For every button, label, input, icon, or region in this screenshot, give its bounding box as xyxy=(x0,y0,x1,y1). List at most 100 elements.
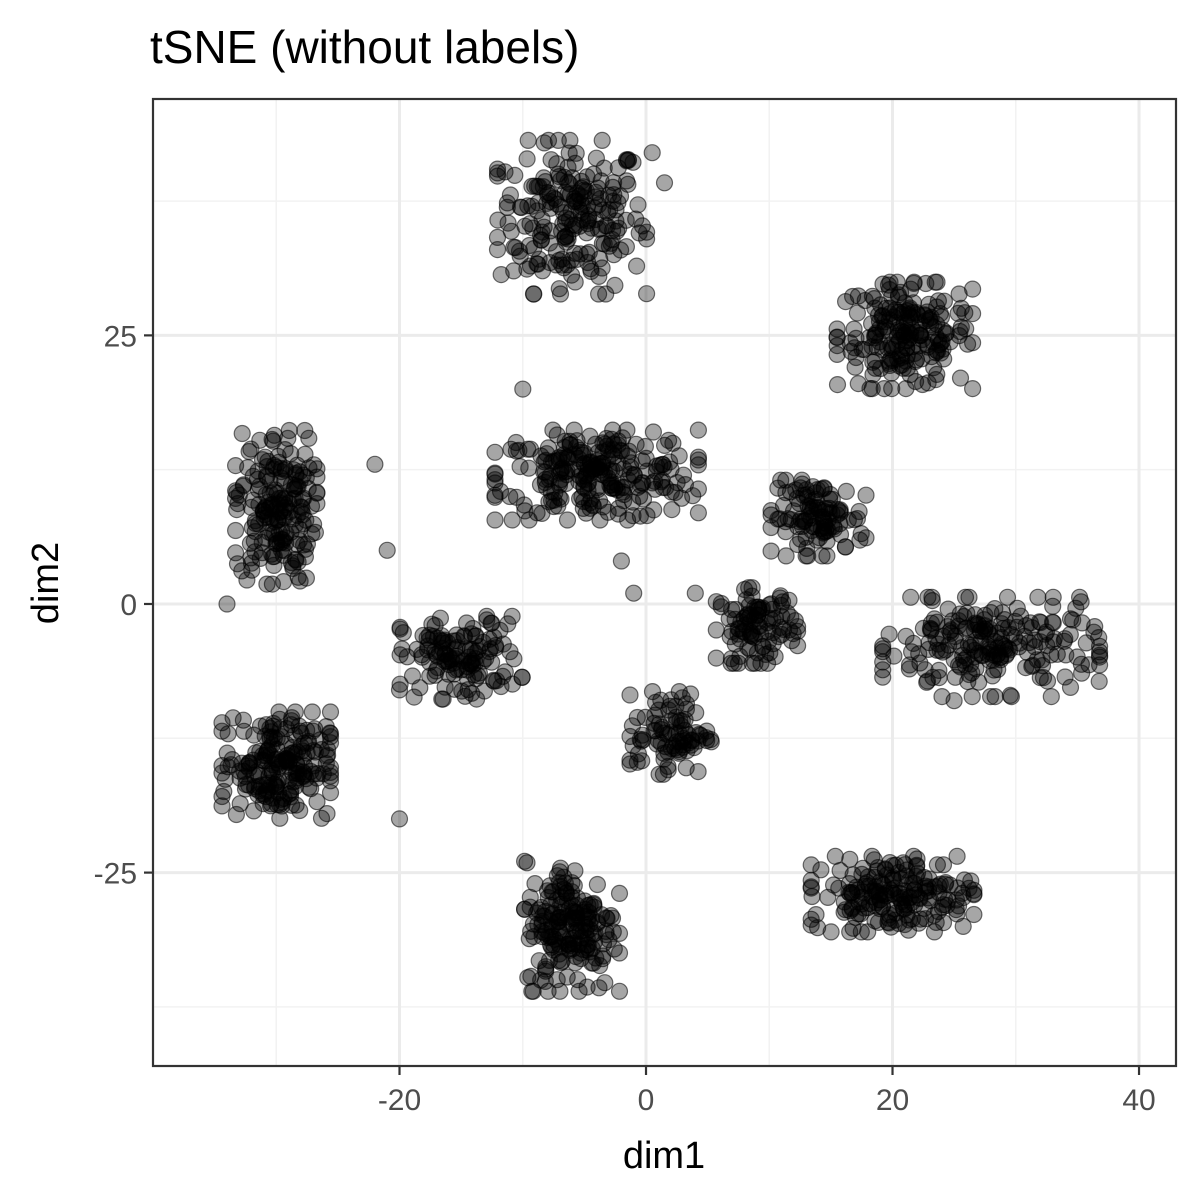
data-point xyxy=(643,474,662,492)
data-point xyxy=(654,765,673,783)
data-point xyxy=(621,727,639,746)
data-point xyxy=(905,274,923,292)
data-point xyxy=(503,511,521,529)
data-point xyxy=(930,661,948,680)
y-tick-label: 0 xyxy=(120,589,137,622)
data-point xyxy=(899,921,918,939)
data-point xyxy=(483,614,501,632)
data-point xyxy=(294,505,312,524)
data-point xyxy=(254,746,272,765)
data-point xyxy=(745,628,763,646)
data-point xyxy=(807,484,825,502)
data-point xyxy=(891,323,909,341)
data-point xyxy=(629,196,647,214)
data-point xyxy=(559,449,577,467)
data-point xyxy=(321,758,340,777)
data-point xyxy=(551,285,570,303)
data-point xyxy=(297,569,315,587)
data-point xyxy=(1024,656,1042,674)
data-point xyxy=(251,431,269,449)
data-point xyxy=(480,630,498,648)
data-point xyxy=(599,469,617,487)
data-point xyxy=(499,214,517,232)
data-point xyxy=(828,328,846,347)
data-point xyxy=(608,481,626,499)
data-point xyxy=(957,649,976,667)
data-point xyxy=(511,247,529,265)
data-point xyxy=(227,482,245,500)
data-point xyxy=(553,256,571,274)
data-point xyxy=(836,538,855,556)
data-point xyxy=(506,166,524,184)
data-point xyxy=(738,607,756,625)
data-point xyxy=(812,861,830,879)
data-point xyxy=(655,458,673,476)
data-point xyxy=(558,511,577,529)
data-point xyxy=(670,682,688,701)
data-point xyxy=(265,556,283,575)
data-point xyxy=(746,654,764,672)
data-point xyxy=(866,326,884,344)
data-point xyxy=(258,508,277,526)
data-point xyxy=(242,440,260,458)
data-point xyxy=(934,913,953,932)
data-point xyxy=(624,737,642,755)
data-point xyxy=(848,304,867,322)
data-point xyxy=(819,888,837,907)
data-point xyxy=(260,493,278,511)
data-point xyxy=(540,493,558,511)
data-point xyxy=(970,616,988,634)
data-point xyxy=(566,154,584,172)
data-point xyxy=(224,709,242,727)
data-point xyxy=(737,590,755,609)
data-point xyxy=(288,506,307,525)
data-point xyxy=(566,244,584,262)
data-point xyxy=(308,793,326,811)
data-point xyxy=(843,900,861,918)
data-point xyxy=(580,210,598,228)
data-point xyxy=(828,376,847,394)
data-point xyxy=(826,847,844,865)
data-point xyxy=(610,884,629,903)
data-point xyxy=(245,802,263,820)
data-point xyxy=(512,198,531,217)
data-point xyxy=(519,131,537,149)
data-point xyxy=(249,481,267,499)
data-point xyxy=(505,262,523,280)
data-point xyxy=(802,879,820,897)
data-point xyxy=(321,763,340,782)
data-point xyxy=(628,708,646,727)
data-point xyxy=(959,672,977,691)
data-point xyxy=(566,273,584,291)
data-point xyxy=(898,906,916,924)
data-point xyxy=(588,875,607,894)
data-point xyxy=(771,589,789,607)
data-point xyxy=(677,759,695,777)
data-point xyxy=(615,492,633,510)
data-point xyxy=(621,686,639,704)
data-point xyxy=(391,675,409,693)
data-point xyxy=(863,287,882,305)
data-point xyxy=(643,682,662,701)
data-point xyxy=(637,285,656,303)
data-point xyxy=(594,466,613,484)
data-point xyxy=(263,430,281,449)
data-point xyxy=(662,483,681,501)
data-point xyxy=(1073,614,1091,632)
data-point xyxy=(874,661,892,679)
data-point xyxy=(908,864,927,882)
data-point xyxy=(557,209,575,227)
data-point xyxy=(593,201,612,219)
data-point xyxy=(236,780,255,798)
data-point xyxy=(900,660,919,678)
data-point xyxy=(897,322,916,341)
data-point xyxy=(227,805,245,824)
data-point xyxy=(874,307,892,325)
data-point xyxy=(306,523,324,542)
data-point xyxy=(722,600,741,619)
data-point xyxy=(499,615,517,633)
data-point xyxy=(518,150,536,168)
data-point xyxy=(857,486,875,504)
data-point xyxy=(546,484,564,502)
